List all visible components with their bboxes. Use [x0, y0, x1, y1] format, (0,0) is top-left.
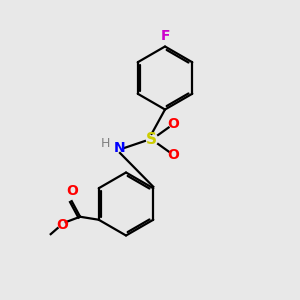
- Text: F: F: [160, 29, 170, 43]
- Text: O: O: [56, 218, 68, 232]
- Text: N: N: [114, 142, 126, 155]
- Text: O: O: [167, 117, 179, 131]
- Text: O: O: [167, 148, 179, 162]
- Text: S: S: [146, 132, 157, 147]
- Text: H: H: [100, 137, 110, 150]
- Text: O: O: [66, 184, 78, 197]
